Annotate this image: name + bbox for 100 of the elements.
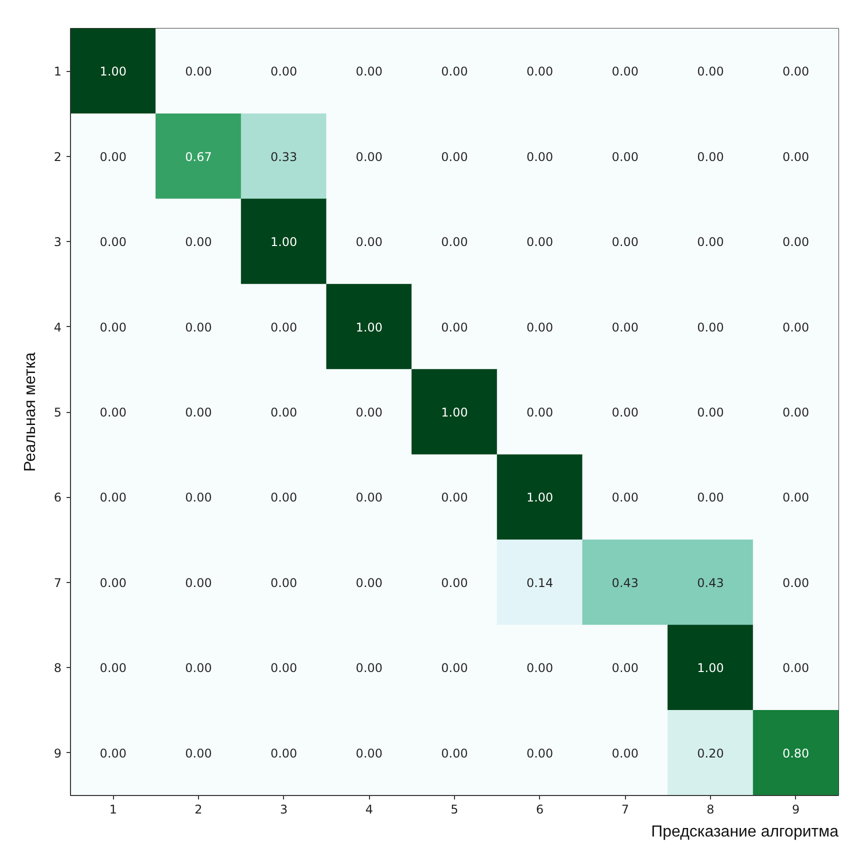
data-label: 0.00 [782, 576, 810, 590]
data-label: 0.00 [782, 490, 810, 505]
data-label: 0.00 [612, 746, 639, 760]
data-label: 0.00 [270, 490, 298, 505]
data-label: 0.00 [697, 490, 724, 505]
data-label: 0.20 [697, 746, 724, 760]
data-label: 0.00 [697, 150, 724, 164]
data-label: 0.00 [356, 235, 383, 250]
data-label: 0.00 [612, 406, 639, 420]
data-label: 0.00 [356, 661, 383, 676]
data-label: 0.00 [441, 64, 468, 79]
data-label: 0.00 [782, 320, 810, 334]
y-tick-label: 9 [54, 746, 62, 760]
data-label: 0.00 [782, 406, 810, 420]
x-tick-label: 1 [109, 802, 117, 816]
data-label: 0.00 [526, 406, 554, 420]
data-label: 0.33 [270, 150, 298, 164]
data-label: 1.00 [356, 320, 383, 334]
y-tick-label: 8 [54, 661, 62, 676]
x-tick-label: 7 [621, 802, 629, 816]
data-label: 0.00 [185, 406, 212, 420]
x-tick-label: 6 [536, 802, 544, 816]
data-label: 0.00 [612, 64, 639, 79]
data-label: 0.00 [100, 661, 127, 676]
data-label: 0.80 [782, 746, 810, 760]
x-tick-label: 4 [365, 802, 373, 816]
data-label: 0.00 [185, 320, 212, 334]
data-label: 0.00 [100, 490, 127, 505]
data-label: 0.00 [697, 64, 724, 79]
data-label: 0.00 [441, 490, 468, 505]
data-label: 0.00 [782, 150, 810, 164]
data-label: 0.00 [526, 64, 554, 79]
data-label: 0.00 [185, 576, 212, 590]
data-label: 0.00 [270, 406, 298, 420]
y-tick-label: 7 [54, 576, 62, 590]
data-label: 0.00 [612, 661, 639, 676]
y-axis-title: Реальная метка [22, 352, 39, 472]
y-tick-label: 2 [54, 150, 62, 164]
data-label: 1.00 [697, 661, 724, 676]
data-label: 0.00 [270, 320, 298, 334]
data-label: 0.43 [697, 576, 724, 590]
data-label: 0.00 [185, 661, 212, 676]
y-tick-label: 4 [54, 320, 62, 334]
data-label: 0.00 [270, 64, 298, 79]
data-label: 0.00 [441, 320, 468, 334]
data-label: 0.00 [441, 746, 468, 760]
data-label: 0.00 [441, 576, 468, 590]
y-tick-label: 5 [54, 406, 62, 420]
y-tick-label: 6 [54, 490, 62, 505]
data-label: 1.00 [526, 490, 554, 505]
data-label: 0.00 [697, 235, 724, 250]
y-tick-label: 1 [54, 64, 62, 79]
data-label: 0.00 [697, 320, 724, 334]
data-label: 0.00 [356, 576, 383, 590]
data-label: 0.00 [100, 406, 127, 420]
data-label: 0.00 [100, 576, 127, 590]
data-label: 0.00 [612, 320, 639, 334]
data-label: 0.00 [270, 576, 298, 590]
data-label: 0.00 [441, 150, 468, 164]
data-label: 0.00 [100, 320, 127, 334]
data-label: 0.00 [100, 746, 127, 760]
data-label: 0.00 [185, 235, 212, 250]
x-tick-label: 9 [792, 802, 800, 816]
data-label: 0.14 [526, 576, 554, 590]
data-label: 0.00 [441, 235, 468, 250]
x-tick-label: 3 [280, 802, 288, 816]
data-label: 0.00 [356, 406, 383, 420]
data-label: 0.43 [612, 576, 639, 590]
data-label: 0.00 [526, 320, 554, 334]
data-label: 0.00 [782, 235, 810, 250]
data-label: 0.00 [612, 235, 639, 250]
data-label: 0.00 [356, 490, 383, 505]
data-label: 0.00 [356, 64, 383, 79]
data-label: 0.00 [270, 661, 298, 676]
data-label: 0.00 [782, 661, 810, 676]
x-tick-label: 5 [450, 802, 458, 816]
data-label: 0.00 [100, 150, 127, 164]
data-label: 1.00 [100, 64, 127, 79]
data-label: 0.00 [100, 235, 127, 250]
y-tick-label: 3 [54, 235, 62, 250]
data-label: 0.00 [270, 746, 298, 760]
data-label: 0.00 [526, 661, 554, 676]
data-label: 0.00 [441, 661, 468, 676]
x-axis-title: Предсказание алгоритма [651, 824, 839, 840]
data-label: 0.00 [185, 490, 212, 505]
data-label: 0.00 [526, 746, 554, 760]
data-label: 0.00 [612, 150, 639, 164]
data-label: 0.00 [526, 235, 554, 250]
data-label: 1.00 [441, 406, 468, 420]
x-tick-label: 2 [194, 802, 202, 816]
data-label: 0.00 [526, 150, 554, 164]
data-label: 0.00 [356, 150, 383, 164]
data-label: 0.67 [185, 150, 212, 164]
data-label: 0.00 [356, 746, 383, 760]
x-tick-label: 8 [706, 802, 714, 816]
data-label: 0.00 [185, 64, 212, 79]
data-label: 1.00 [270, 235, 298, 250]
data-label: 0.00 [185, 746, 212, 760]
data-label: 0.00 [612, 490, 639, 505]
data-label: 0.00 [782, 64, 810, 79]
